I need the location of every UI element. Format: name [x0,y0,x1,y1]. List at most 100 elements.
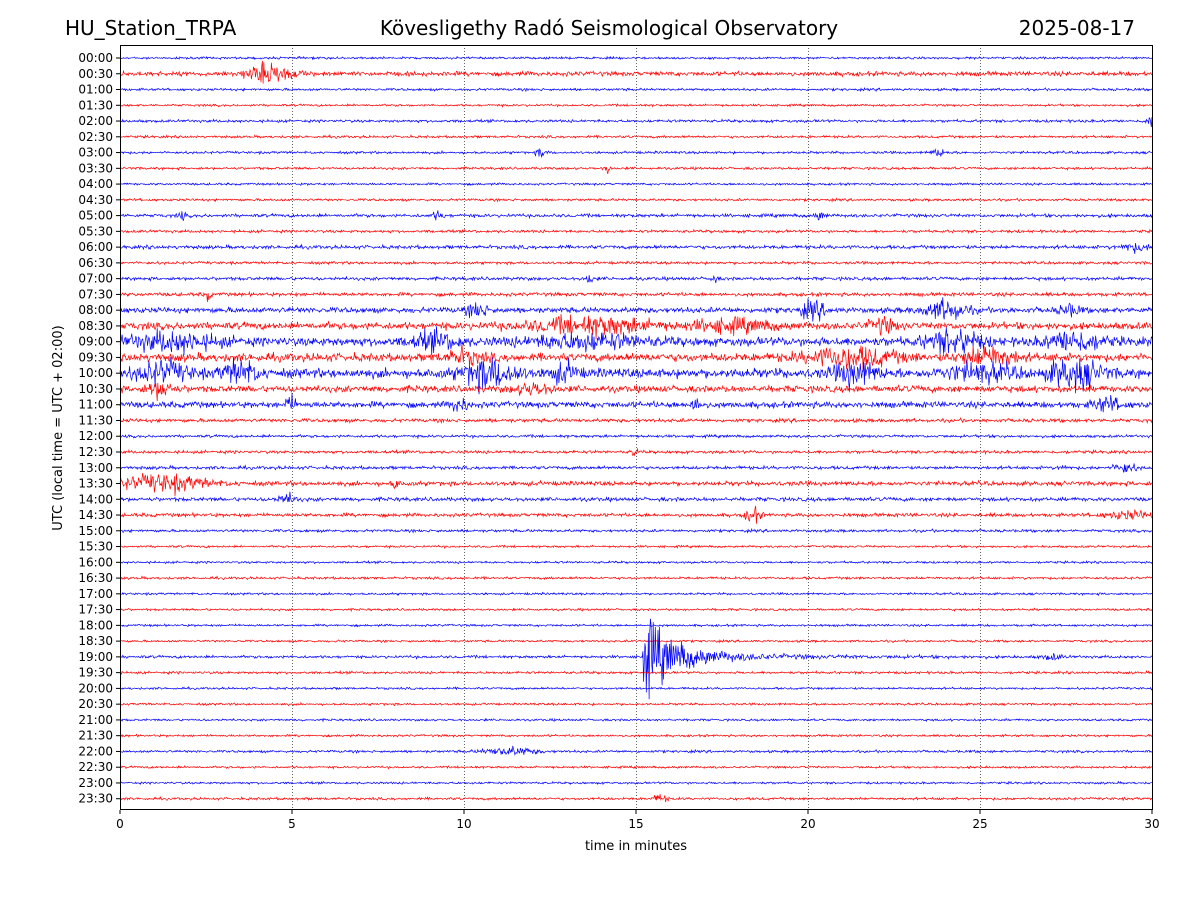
y-tick-label-19: 09:30 [78,350,113,364]
trace-row-0600 [119,242,1153,255]
y-tick-label-44: 22:00 [78,744,113,758]
y-tick-label-42: 21:00 [78,713,113,727]
trace-row-0100 [119,87,1153,93]
trace-row-1400 [119,491,1153,503]
trace-row-1500 [119,527,1153,534]
y-tick-label-35: 17:30 [78,603,113,617]
y-tick-label-13: 06:30 [78,256,113,270]
y-tick-label-37: 18:30 [78,634,113,648]
trace-row-2230 [119,764,1153,770]
y-tick-label-15: 07:30 [78,287,113,301]
trace-row-1830 [120,638,1153,644]
trace-row-1630 [119,575,1153,581]
x-axis-ticks: 0 5 10 15 20 25 30 [116,810,1160,831]
trace-row-0930 [119,344,1153,372]
trace-row-0530 [119,228,1153,235]
y-tick-label-29: 14:30 [78,508,113,522]
x-axis-label: time in minutes [585,839,687,854]
x-tick-label-6: 30 [1144,817,1159,831]
y-tick-label-32: 16:00 [78,555,113,569]
x-tick-label-5: 25 [972,817,987,831]
observatory-title: Kövesligethy Radó Seismological Observat… [380,16,838,40]
trace-row-0430 [119,197,1153,203]
y-tick-label-4: 02:00 [78,114,113,128]
trace-row-2300 [119,780,1152,786]
trace-row-0800 [119,297,1153,322]
y-tick-label-9: 04:30 [78,193,113,207]
y-tick-label-7: 03:30 [78,161,113,175]
y-tick-label-6: 03:00 [78,146,113,160]
y-tick-label-16: 08:00 [78,303,113,317]
trace-row-1900 [119,618,1153,700]
station-title: HU_Station_TRPA [65,16,237,40]
y-tick-label-10: 05:00 [78,209,113,223]
y-tick-label-34: 17:00 [78,587,113,601]
y-tick-label-41: 20:30 [78,697,113,711]
trace-row-1800 [119,623,1153,628]
trace-row-0330 [119,165,1153,174]
trace-row-0700 [119,274,1153,284]
date-title: 2025-08-17 [1019,16,1135,40]
y-tick-label-40: 20:00 [78,681,113,695]
trace-row-0230 [119,134,1153,140]
trace-row-1000 [119,356,1153,395]
trace-row-1600 [119,559,1153,565]
trace-row-0900 [119,326,1153,356]
trace-row-2200 [119,745,1153,756]
y-tick-label-21: 10:30 [78,382,113,396]
trace-row-0830 [119,313,1153,340]
trace-row-1930 [119,669,1153,676]
y-tick-label-17: 08:30 [78,319,113,333]
y-tick-label-0: 00:00 [78,51,113,65]
trace-row-1430 [119,505,1153,524]
trace-row-0630 [119,260,1153,266]
x-tick-label-4: 20 [800,817,815,831]
y-tick-label-2: 01:00 [78,83,113,97]
trace-row-1030 [119,382,1153,402]
y-tick-label-26: 13:00 [78,461,113,475]
y-tick-label-38: 19:00 [78,650,113,664]
y-tick-label-45: 22:30 [78,760,113,774]
x-tick-label-1: 5 [288,817,296,831]
y-tick-label-27: 13:30 [78,477,113,491]
vertical-gridlines [292,45,981,810]
trace-row-1300 [119,463,1153,473]
trace-row-0030 [119,60,1153,84]
y-tick-label-22: 11:00 [78,398,113,412]
seismogram-traces [119,55,1153,802]
trace-row-0000 [119,55,1153,61]
y-tick-label-28: 14:00 [78,492,113,506]
y-tick-label-12: 06:00 [78,240,113,254]
trace-row-0130 [119,102,1153,108]
y-tick-label-30: 15:00 [78,524,113,538]
trace-row-1100 [119,393,1153,413]
trace-row-0300 [119,147,1153,159]
trace-row-0400 [119,181,1153,187]
y-tick-label-24: 12:00 [78,429,113,443]
trace-row-1700 [119,591,1153,597]
y-tick-label-33: 16:30 [78,571,113,585]
trace-row-1330 [119,472,1153,497]
y-tick-label-23: 11:30 [78,413,113,427]
y-tick-label-14: 07:00 [78,272,113,286]
y-tick-label-1: 00:30 [78,67,113,81]
trace-row-1130 [119,416,1153,425]
y-tick-label-43: 21:30 [78,729,113,743]
y-axis-label: UTC (local time = UTC + 02:00) [51,325,66,530]
y-tick-label-20: 10:00 [78,366,113,380]
y-tick-label-11: 05:30 [78,224,113,238]
trace-row-1230 [119,448,1153,457]
trace-row-1730 [119,607,1153,613]
y-tick-label-5: 02:30 [78,130,113,144]
y-tick-label-18: 09:00 [78,335,113,349]
trace-row-2130 [119,733,1153,738]
y-tick-label-8: 04:00 [78,177,113,191]
x-tick-label-2: 10 [456,817,471,831]
y-tick-label-25: 12:30 [78,445,113,459]
trace-row-1530 [119,544,1153,550]
trace-row-2000 [119,686,1153,691]
trace-row-2030 [119,701,1153,707]
trace-row-0730 [119,290,1153,303]
